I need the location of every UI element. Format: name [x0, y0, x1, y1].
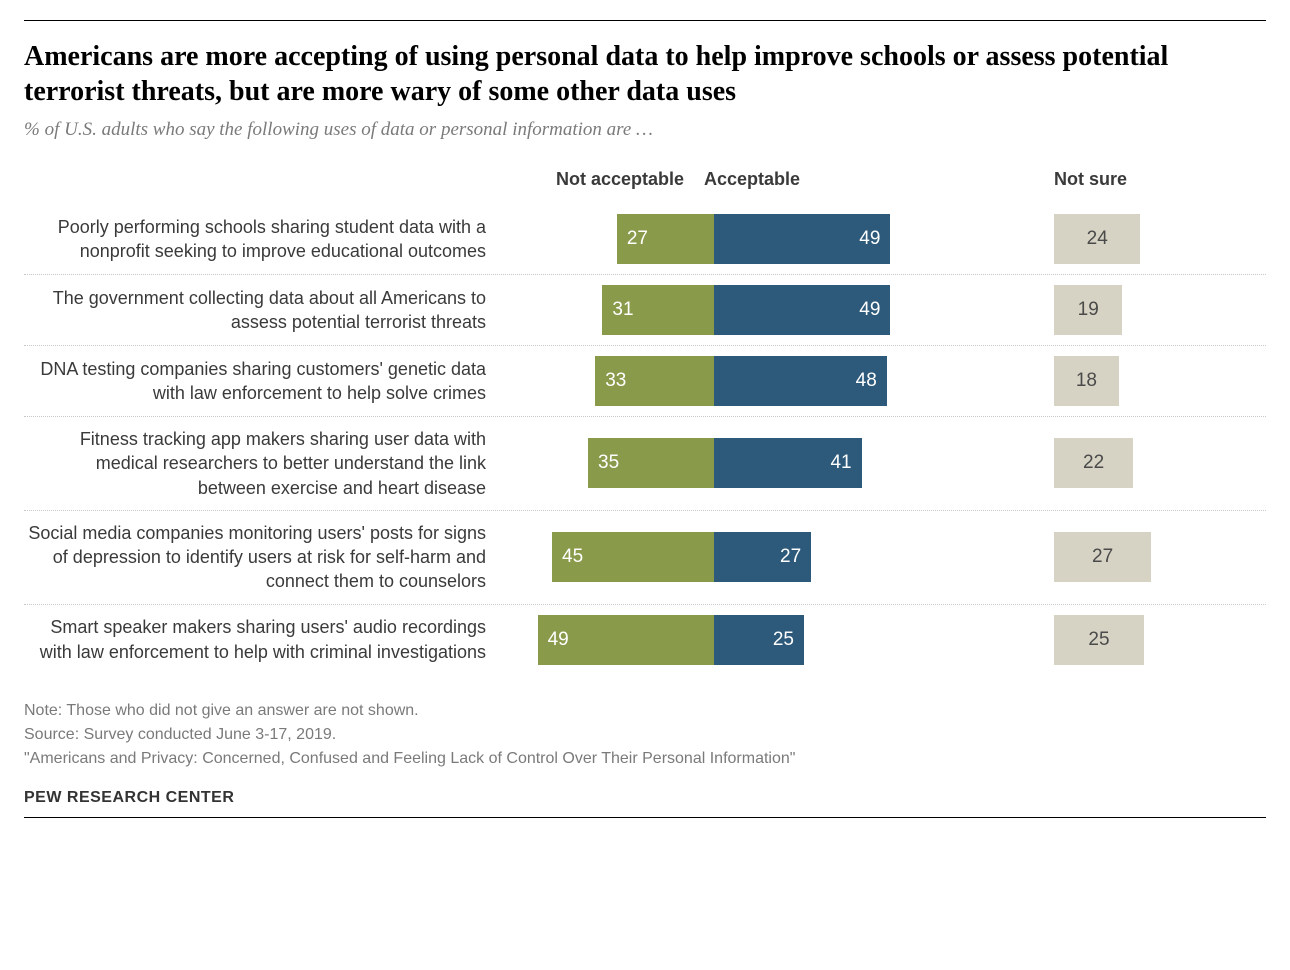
bars-area: 31 49 [504, 285, 924, 335]
notsure-area: 19 [924, 285, 1266, 335]
bar-not-acceptable: 35 [588, 438, 714, 488]
bar-value: 25 [773, 629, 794, 651]
attribution: PEW RESEARCH CENTER [24, 789, 1266, 807]
bar-acceptable: 41 [714, 438, 862, 488]
data-row: Fitness tracking app makers sharing user… [24, 417, 1266, 511]
legend-not-sure: Not sure [924, 169, 1266, 190]
bar-value: 27 [627, 228, 648, 250]
footer-notes: Note: Those who did not give an answer a… [24, 699, 1266, 771]
bars-area: 33 48 [504, 356, 924, 406]
row-label: DNA testing companies sharing customers'… [24, 357, 504, 406]
legend-spacer [24, 169, 504, 190]
legend-row: Not acceptable Acceptable Not sure [24, 169, 1266, 190]
legend-acceptable: Acceptable [694, 169, 924, 190]
notsure-area: 18 [924, 356, 1266, 406]
row-label: Smart speaker makers sharing users' audi… [24, 615, 504, 664]
data-row: Poorly performing schools sharing studen… [24, 204, 1266, 275]
bar-value: 22 [1083, 452, 1104, 474]
row-label: Social media companies monitoring users'… [24, 521, 504, 594]
bar-not-sure: 19 [1054, 285, 1122, 335]
bar-not-acceptable: 33 [595, 356, 714, 406]
footer-note: Note: Those who did not give an answer a… [24, 699, 1266, 723]
rows-host: Poorly performing schools sharing studen… [24, 204, 1266, 675]
data-row: Social media companies monitoring users'… [24, 511, 1266, 605]
bar-acceptable: 49 [714, 214, 890, 264]
footer-report: "Americans and Privacy: Concerned, Confu… [24, 747, 1266, 771]
bar-value: 48 [856, 370, 877, 392]
bar-value: 25 [1088, 629, 1109, 651]
notsure-area: 27 [924, 532, 1266, 582]
bar-value: 24 [1087, 228, 1108, 250]
notsure-area: 22 [924, 438, 1266, 488]
bar-not-acceptable: 31 [602, 285, 714, 335]
bar-not-sure: 24 [1054, 214, 1140, 264]
data-row: The government collecting data about all… [24, 275, 1266, 346]
footer-source: Source: Survey conducted June 3-17, 2019… [24, 723, 1266, 747]
bars-area: 35 41 [504, 438, 924, 488]
bar-value: 41 [830, 452, 851, 474]
bar-not-acceptable: 27 [617, 214, 714, 264]
bar-value: 33 [605, 370, 626, 392]
data-row: DNA testing companies sharing customers'… [24, 346, 1266, 417]
row-label: Fitness tracking app makers sharing user… [24, 427, 504, 500]
bar-value: 31 [612, 299, 633, 321]
notsure-area: 24 [924, 214, 1266, 264]
chart-subtitle: % of U.S. adults who say the following u… [24, 119, 1266, 141]
bars-area: 49 25 [504, 615, 924, 665]
legend-not-acceptable: Not acceptable [504, 169, 694, 190]
bars-area: 45 27 [504, 532, 924, 582]
bar-value: 18 [1076, 370, 1097, 392]
bar-value: 27 [1092, 546, 1113, 568]
bar-acceptable: 27 [714, 532, 811, 582]
bar-acceptable: 25 [714, 615, 804, 665]
bar-not-acceptable: 45 [552, 532, 714, 582]
bar-value: 19 [1078, 299, 1099, 321]
bar-not-sure: 27 [1054, 532, 1151, 582]
bar-not-acceptable: 49 [538, 615, 714, 665]
bar-value: 35 [598, 452, 619, 474]
notsure-area: 25 [924, 615, 1266, 665]
data-row: Smart speaker makers sharing users' audi… [24, 605, 1266, 675]
bar-value: 49 [548, 629, 569, 651]
chart-container: Americans are more accepting of using pe… [24, 20, 1266, 818]
bar-value: 49 [859, 299, 880, 321]
chart-title: Americans are more accepting of using pe… [24, 39, 1266, 109]
bar-value: 49 [859, 228, 880, 250]
bars-area: 27 49 [504, 214, 924, 264]
bar-value: 27 [780, 546, 801, 568]
bar-acceptable: 48 [714, 356, 887, 406]
bar-not-sure: 18 [1054, 356, 1119, 406]
bar-not-sure: 22 [1054, 438, 1133, 488]
bar-not-sure: 25 [1054, 615, 1144, 665]
bar-value: 45 [562, 546, 583, 568]
row-label: The government collecting data about all… [24, 286, 504, 335]
bar-acceptable: 49 [714, 285, 890, 335]
row-label: Poorly performing schools sharing studen… [24, 215, 504, 264]
